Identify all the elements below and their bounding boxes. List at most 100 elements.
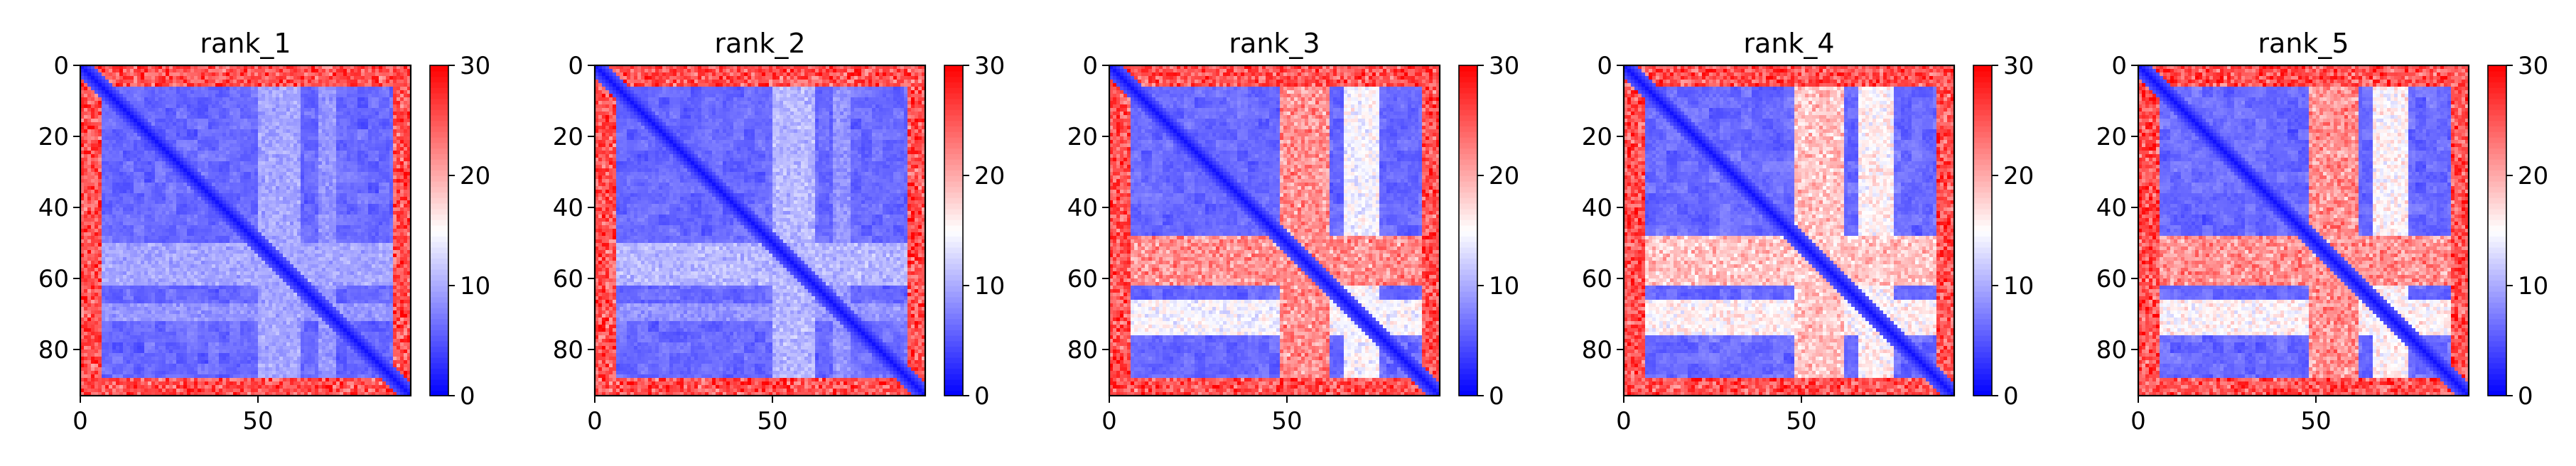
heatmap-cell — [169, 172, 173, 176]
heatmap-cell — [158, 126, 163, 130]
heatmap-cell — [137, 136, 141, 141]
heatmap-cell — [357, 204, 362, 208]
heatmap-cell — [251, 136, 255, 141]
heatmap-cell — [219, 197, 223, 201]
heatmap-cell — [87, 136, 92, 141]
heatmap-cell — [151, 129, 156, 134]
heatmap-cell — [215, 190, 220, 194]
heatmap-cell — [354, 133, 358, 137]
heatmap-cell — [340, 151, 344, 155]
heatmap-cell — [187, 69, 191, 73]
heatmap-cell — [304, 190, 308, 194]
heatmap-cell — [151, 104, 156, 109]
heatmap-cell — [95, 175, 99, 180]
heatmap-cell — [247, 183, 252, 187]
heatmap-cell — [389, 80, 394, 84]
heatmap-cell — [176, 151, 180, 155]
heatmap-cell — [230, 122, 234, 126]
heatmap-cell — [169, 119, 173, 123]
heatmap-cell — [361, 87, 365, 91]
heatmap-cell — [123, 72, 127, 77]
heatmap-cell — [262, 94, 266, 98]
heatmap-cell — [304, 90, 308, 94]
heatmap-cell — [382, 193, 387, 197]
heatmap-cell — [293, 72, 298, 77]
heatmap-cell — [375, 112, 379, 116]
heatmap-cell — [265, 161, 269, 166]
heatmap-cell — [258, 76, 262, 80]
heatmap-cell — [148, 97, 152, 102]
heatmap-cell — [194, 158, 198, 162]
heatmap-cell — [208, 204, 212, 208]
heatmap-cell — [400, 172, 404, 176]
heatmap-cell — [308, 136, 312, 141]
heatmap-cell — [354, 161, 358, 166]
heatmap-cell — [272, 151, 276, 155]
heatmap-cell — [340, 179, 344, 183]
heatmap-cell — [244, 161, 248, 166]
heatmap-cell — [283, 122, 287, 126]
heatmap-cell — [382, 119, 387, 123]
heatmap-cell — [105, 143, 109, 148]
heatmap-cell — [265, 83, 269, 87]
heatmap-cell — [198, 204, 202, 208]
heatmap-cell — [119, 200, 124, 205]
heatmap-cell — [194, 94, 198, 98]
heatmap-cell — [212, 143, 216, 148]
heatmap-cell — [116, 193, 120, 197]
heatmap-cell — [222, 190, 227, 194]
heatmap-cell — [87, 186, 92, 190]
heatmap-cell — [393, 179, 397, 183]
heatmap-cell — [91, 94, 95, 98]
heatmap-cell — [123, 129, 127, 134]
heatmap-cell — [226, 151, 230, 155]
heatmap-cell — [272, 87, 276, 91]
heatmap-cell — [343, 197, 347, 201]
heatmap-cell — [400, 72, 404, 77]
heatmap-cell — [95, 183, 99, 187]
heatmap-cell — [286, 119, 291, 123]
heatmap-cell — [148, 147, 152, 151]
heatmap-cell — [389, 197, 394, 201]
heatmap-cell — [205, 80, 209, 84]
heatmap-cell — [226, 76, 230, 80]
heatmap-cell — [304, 172, 308, 176]
heatmap-cell — [269, 80, 273, 84]
heatmap-cell — [379, 122, 383, 126]
heatmap-cell — [375, 108, 379, 112]
heatmap-cell — [183, 101, 188, 105]
heatmap-cell — [247, 165, 252, 169]
heatmap-cell — [269, 69, 273, 73]
heatmap-cell — [244, 119, 248, 123]
heatmap-cell — [240, 83, 244, 87]
heatmap-cell — [276, 94, 280, 98]
heatmap-cell — [91, 83, 95, 87]
heatmap-cell — [290, 90, 294, 94]
heatmap-cell — [318, 80, 323, 84]
heatmap-cell — [276, 161, 280, 166]
heatmap-cell — [400, 158, 404, 162]
heatmap-cell — [201, 108, 205, 112]
heatmap-cell — [247, 143, 252, 148]
heatmap-cell — [329, 126, 333, 130]
heatmap-cell — [169, 151, 173, 155]
heatmap-cell — [322, 76, 326, 80]
heatmap-cell — [382, 104, 387, 109]
heatmap-cell — [365, 165, 369, 169]
heatmap-cell — [254, 136, 259, 141]
heatmap-cell — [91, 161, 95, 166]
heatmap-cell — [205, 161, 209, 166]
heatmap-cell — [162, 207, 166, 212]
heatmap-cell — [187, 115, 191, 119]
heatmap-cell — [208, 158, 212, 162]
heatmap-cell — [190, 179, 195, 183]
heatmap-cell — [354, 179, 358, 183]
heatmap-cell — [126, 179, 131, 183]
heatmap-cell — [112, 147, 117, 151]
heatmap-cell — [166, 151, 170, 155]
heatmap-cell — [315, 161, 319, 166]
heatmap-cell — [354, 168, 358, 173]
heatmap-cell — [279, 154, 284, 158]
heatmap-cell — [322, 158, 326, 162]
heatmap-cell — [276, 186, 280, 190]
